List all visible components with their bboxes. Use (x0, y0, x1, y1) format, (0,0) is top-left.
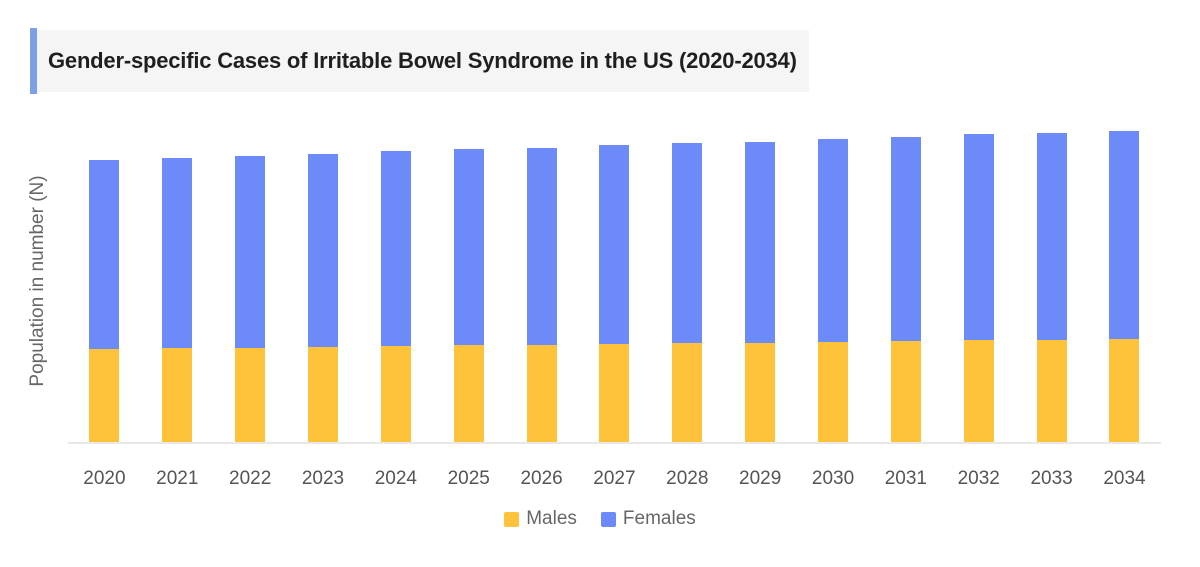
page-title: Gender-specific Cases of Irritable Bowel… (48, 48, 797, 73)
bar-2026-females-segment[interactable] (526, 148, 557, 345)
bar-2022-females-segment[interactable] (235, 156, 266, 348)
x-axis-labels: 2020 2021 2022 2023 2024 2025 2026 2027 2028 2029… (68, 468, 1161, 490)
bar-column-2028 (651, 124, 724, 442)
x-tick-label-2024: 2024 (374, 468, 417, 489)
legend-item-females[interactable]: Females (600, 508, 696, 530)
bar-2024-females-segment[interactable] (380, 151, 411, 346)
bar-column-2031 (869, 124, 942, 442)
bars-container (68, 124, 1161, 444)
x-tick-label-2033: 2033 (1030, 468, 1073, 489)
bar-column-2033 (1015, 124, 1088, 442)
bar-2023[interactable] (308, 154, 338, 442)
bar-2025-females-segment[interactable] (453, 149, 484, 345)
bar-2020-males-segment[interactable] (89, 349, 120, 442)
bar-2033-males-segment[interactable] (1036, 340, 1067, 442)
bar-2021-males-segment[interactable] (162, 348, 193, 442)
legend-item-males[interactable]: Males (504, 508, 577, 530)
x-tick-label-2027: 2027 (593, 468, 636, 489)
bar-2023-females-segment[interactable] (308, 154, 338, 347)
bar-column-2025 (432, 124, 505, 442)
x-tick-label-2030: 2030 (811, 468, 855, 489)
bar-2020[interactable] (89, 160, 120, 442)
bar-2031-females-segment[interactable] (890, 137, 921, 341)
females-swatch-icon (600, 511, 616, 527)
x-tick-label-2029: 2029 (739, 468, 782, 489)
bar-2030[interactable] (818, 139, 849, 442)
bar-column-2022 (214, 124, 287, 442)
bar-column-2021 (141, 124, 214, 442)
bar-column-2024 (359, 124, 432, 442)
bar-2024[interactable] (380, 151, 411, 442)
bar-2026-males-segment[interactable] (526, 345, 557, 442)
bar-2032-males-segment[interactable] (963, 340, 994, 442)
bar-2026[interactable] (526, 148, 557, 442)
bar-2027[interactable] (599, 145, 630, 442)
bar-2030-males-segment[interactable] (818, 342, 849, 442)
legend-label-males: Males (526, 508, 577, 529)
bar-column-2026 (505, 124, 578, 442)
x-tick-label-2021: 2021 (156, 468, 199, 489)
x-tick-label-2020: 2020 (83, 468, 126, 489)
bar-2033[interactable] (1036, 133, 1067, 442)
bar-2028[interactable] (672, 143, 703, 442)
x-tick-label-2023: 2023 (301, 468, 345, 489)
bar-2021-females-segment[interactable] (162, 158, 193, 348)
chart-title-block: Gender-specific Cases of Irritable Bowel… (30, 28, 809, 94)
bar-2029-males-segment[interactable] (745, 343, 776, 442)
bar-column-2032 (942, 124, 1015, 442)
males-swatch-icon (504, 511, 520, 527)
bar-column-2020 (68, 124, 141, 442)
bar-2021[interactable] (162, 158, 193, 442)
bar-2028-males-segment[interactable] (672, 343, 703, 442)
x-tick-label-2022: 2022 (229, 468, 272, 489)
title-accent-bar (30, 28, 37, 94)
bar-2027-males-segment[interactable] (599, 344, 630, 442)
x-tick-label-2028: 2028 (666, 468, 709, 489)
legend: Males Females (0, 508, 1200, 530)
bar-2034[interactable] (1109, 131, 1140, 442)
x-tick-label-2031: 2031 (884, 468, 928, 489)
x-tick-label-2025: 2025 (447, 468, 490, 489)
bar-2022-males-segment[interactable] (235, 348, 266, 442)
bar-2020-females-segment[interactable] (89, 160, 120, 349)
bar-2024-males-segment[interactable] (380, 346, 411, 442)
plot-area: 2020 2021 2022 2023 2024 2025 2026 2027 2028 2029… (68, 124, 1161, 490)
bar-column-2023 (287, 124, 360, 442)
bar-2027-females-segment[interactable] (599, 145, 630, 344)
title-banner: Gender-specific Cases of Irritable Bowel… (37, 30, 809, 92)
bar-2032[interactable] (963, 134, 994, 442)
bar-2032-females-segment[interactable] (963, 134, 994, 340)
bar-2025-males-segment[interactable] (453, 345, 484, 442)
bar-2028-females-segment[interactable] (672, 143, 703, 343)
bar-2029-females-segment[interactable] (745, 142, 776, 343)
bar-2031-males-segment[interactable] (890, 341, 921, 442)
legend-label-females: Females (622, 508, 696, 529)
y-axis-title: Population in number (N) (27, 175, 48, 387)
bar-column-2030 (797, 124, 870, 442)
x-tick-label-2026: 2026 (520, 468, 563, 489)
bar-2022[interactable] (235, 156, 266, 442)
bar-2034-females-segment[interactable] (1109, 131, 1140, 339)
bar-2033-females-segment[interactable] (1036, 133, 1067, 340)
bar-2029[interactable] (745, 142, 776, 442)
bar-2030-females-segment[interactable] (818, 139, 849, 342)
bar-column-2029 (724, 124, 797, 442)
bar-2025[interactable] (453, 149, 484, 442)
x-tick-label-2032: 2032 (957, 468, 1000, 489)
bar-column-2034 (1088, 124, 1161, 442)
x-tick-label-2034: 2034 (1103, 468, 1146, 489)
bar-2034-males-segment[interactable] (1109, 339, 1140, 442)
bar-2023-males-segment[interactable] (308, 347, 338, 442)
bar-column-2027 (578, 124, 651, 442)
bar-2031[interactable] (890, 137, 921, 442)
